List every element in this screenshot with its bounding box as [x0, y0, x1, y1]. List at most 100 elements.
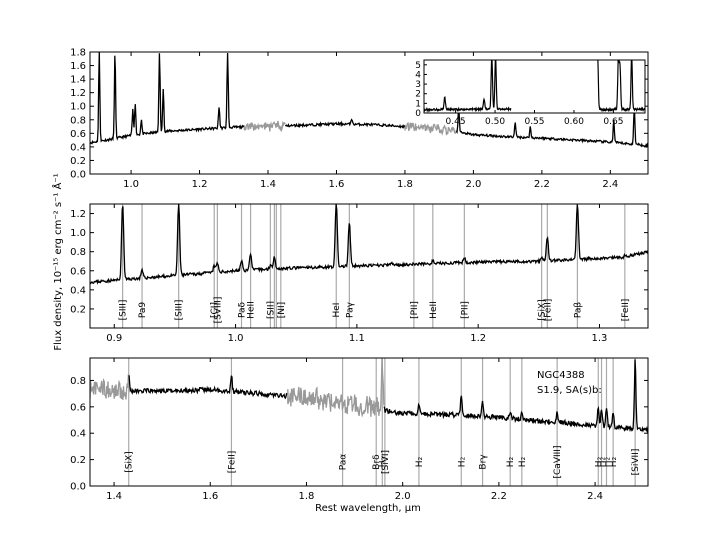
plot-frame [89, 357, 649, 487]
telluric-segment [243, 120, 286, 133]
x-tick-label: 1.4 [260, 179, 276, 190]
spectrum-line [383, 359, 648, 434]
x-tick-label: 1.1 [349, 333, 365, 344]
inset-y-tick-label: 0 [415, 109, 421, 119]
inset-y-tick-label: 2 [415, 90, 421, 100]
telluric-segment [90, 374, 130, 401]
line-label: H₂ [415, 456, 425, 467]
line-label: [SiVII] [631, 449, 641, 476]
line-label: H₂ [378, 456, 388, 467]
inset-x-tick-label: 0.65 [603, 117, 623, 127]
line-label: [SIII] [119, 300, 129, 321]
line-label: HeII [429, 301, 439, 319]
x-tick-label: 1.2 [192, 179, 208, 190]
y-tick-label: 0.4 [70, 142, 86, 153]
line-label: H₂ [457, 456, 467, 467]
line-label: [SIII] [175, 300, 185, 321]
y-tick-label: 1.2 [70, 209, 86, 220]
inset-y-tick-label: 5 [415, 61, 421, 71]
line-label: [PII] [410, 301, 420, 319]
y-tick-label: 0.6 [70, 129, 86, 140]
x-tick-label: 2.0 [465, 179, 481, 190]
y-tick-label: 0.0 [70, 482, 86, 493]
line-label: [SiX] [125, 451, 135, 472]
line-label: H₂ [602, 456, 612, 467]
x-axis-title: Rest wavelength, μm [315, 503, 421, 514]
line-label: H₂ [609, 456, 619, 467]
line-label: [SVIII] [213, 297, 223, 324]
x-tick-label: 1.2 [470, 333, 486, 344]
line-label: [SiVI] [381, 450, 391, 474]
line-label: Paγ [345, 301, 355, 318]
line-label: HeII [247, 301, 257, 319]
plot-frame [89, 203, 649, 329]
inset-spectrum [424, 60, 645, 113]
line-label: H₂ [594, 456, 604, 467]
spectrum [90, 358, 648, 434]
panel-top: 1.0 1.2 1.4 1.6 1.8 2.0 2.2 2.4 0.0 0.2 0.4 0.6 0.8 1… [70, 48, 649, 190]
x-tick-label: 2.2 [491, 491, 507, 502]
line-label: [NI] [277, 302, 287, 318]
y-tick-label: 1.6 [70, 61, 86, 72]
y-tick-label: 0.0 [70, 170, 86, 181]
y-tick-label: 0.6 [70, 402, 86, 413]
x-tick-label: 1.8 [397, 179, 413, 190]
line-label: [FeII] [543, 299, 553, 322]
line-label: [SiX] [538, 299, 548, 320]
y-tick-label: 0.6 [70, 266, 86, 277]
y-tick-label: 0.4 [70, 285, 86, 296]
x-tick-label: 1.3 [592, 333, 608, 344]
telluric-segment [287, 358, 385, 418]
line-label: [PII] [460, 301, 470, 319]
line-label: [FeII] [227, 451, 237, 474]
y-tick-label: 1.8 [70, 48, 86, 59]
y-tick-label: 0.4 [70, 429, 86, 440]
line-label: H₂ [506, 456, 516, 467]
inset-y-tick-label: 4 [415, 70, 421, 80]
annotation-galaxy-name: NGC4388 [537, 370, 585, 381]
line-label: [CaVIII] [553, 446, 563, 479]
x-tick-label: 2.2 [534, 179, 550, 190]
y-axis-title: Flux density, 10⁻¹⁵ erg cm⁻² s⁻¹ Å⁻¹ [51, 173, 64, 350]
line-label: Paα [339, 454, 349, 471]
line-label: Brδ [372, 454, 382, 470]
spectrum [90, 52, 648, 148]
line-label: [FeII] [621, 299, 631, 322]
x-tick-label: 1.6 [202, 491, 218, 502]
telluric-segment [404, 122, 458, 136]
line-label: [SII] [266, 301, 276, 319]
y-tick-label: 0.8 [70, 247, 86, 258]
x-tick-label: 1.0 [123, 179, 139, 190]
annotation-classification: S1.9, SA(s)b: [537, 385, 602, 396]
line-label: Pa9 [138, 302, 148, 319]
y-tick-label: 0.8 [70, 376, 86, 387]
spectrum [90, 204, 648, 285]
y-tick-label: 0.2 [70, 455, 86, 466]
inset-spectrum-line [424, 60, 512, 113]
inset-x-tick-label: 0.60 [564, 117, 584, 127]
spectrum-line [455, 105, 648, 148]
y-tick-label: 1.0 [70, 102, 86, 113]
x-tick-label: 1.0 [228, 333, 244, 344]
y-tick-label: 0.2 [70, 156, 86, 167]
inset-y-tick-label: 1 [415, 99, 421, 109]
x-tick-label: 2.4 [602, 179, 618, 190]
x-tick-label: 0.9 [106, 333, 122, 344]
y-tick-label: 1.4 [70, 75, 86, 86]
line-label: Paβ [573, 302, 583, 319]
x-tick-label: 1.6 [329, 179, 345, 190]
inset-frame [423, 59, 646, 114]
line-label: Brγ [479, 454, 489, 470]
line-label: H₂ [598, 456, 608, 467]
plot-frame [89, 51, 649, 175]
spectrum-line [284, 118, 406, 129]
y-tick-label: 1.2 [70, 88, 86, 99]
x-tick-label: 2.4 [587, 491, 603, 502]
panel-middle: [SIII] Pa9 [SIII] [CI][SVIII] Paδ HeII [SII] [N… [70, 203, 649, 344]
spectrum-line [128, 375, 289, 400]
inset-x-tick-label: 0.50 [485, 117, 505, 127]
spectrum-line [90, 204, 648, 285]
inset-y-tick-label: 3 [415, 80, 421, 90]
inset-x-tick-label: 0.45 [446, 117, 466, 127]
